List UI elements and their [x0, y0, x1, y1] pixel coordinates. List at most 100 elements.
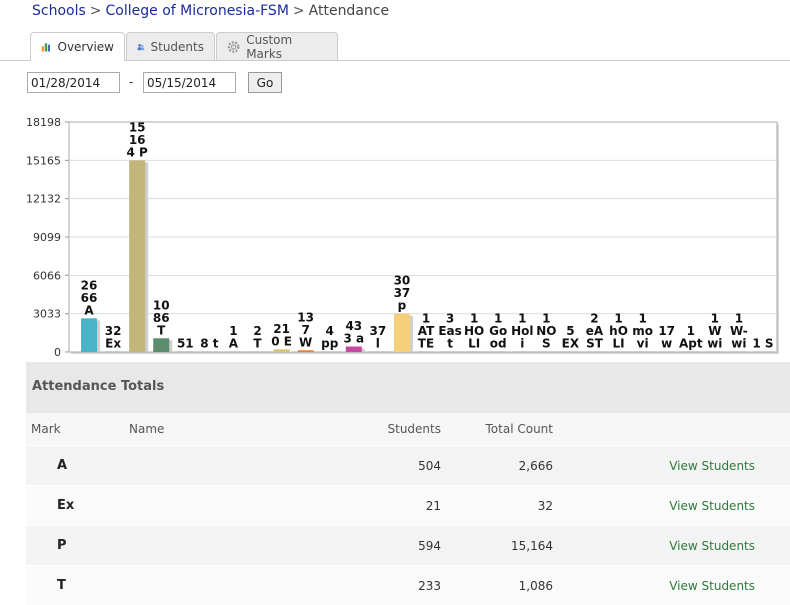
bar	[298, 350, 314, 352]
bar	[370, 351, 386, 352]
bar-data-label-line: 51	[177, 336, 194, 350]
bar	[707, 351, 723, 352]
bar-data-label-line: Apt	[679, 336, 703, 350]
bar-data-label-line: 1 S	[752, 336, 773, 350]
bar-data-label-line: ST	[586, 336, 604, 350]
bar	[538, 351, 554, 352]
students-cell: 233	[320, 566, 442, 605]
name-cell	[128, 526, 320, 566]
bar	[250, 351, 266, 352]
breadcrumb-schools-link[interactable]: Schools	[32, 3, 86, 19]
students-cell: 504	[320, 446, 442, 486]
column-header-total-count: Total Count	[442, 413, 554, 446]
table-row: A 504 2,666 View Students	[26, 446, 790, 486]
bar	[635, 351, 651, 352]
bar	[201, 351, 217, 352]
column-header-mark: Mark	[26, 413, 128, 446]
action-cell: View Students	[554, 486, 790, 526]
bar	[490, 351, 506, 352]
go-button[interactable]: Go	[248, 72, 282, 93]
breadcrumb: Schools>College of Micronesia-FSM>Attend…	[32, 3, 389, 19]
bar	[731, 351, 747, 352]
tab-custom-marks[interactable]: Custom Marks	[216, 32, 338, 60]
bar	[129, 160, 145, 352]
bar-data-label-line: od	[490, 336, 507, 350]
tab-overview[interactable]: Overview	[30, 32, 125, 61]
bar-data-label-line: l	[376, 336, 380, 350]
bar-data-label-line: Ex	[105, 336, 121, 350]
view-students-link[interactable]: View Students	[669, 579, 755, 593]
table-row: P 594 15,164 View Students	[26, 526, 790, 566]
bar-data-label-line: w	[661, 336, 672, 350]
bar-data-label-line: t	[447, 336, 453, 350]
students-cell: 594	[320, 526, 442, 566]
y-tick-label: 9099	[33, 231, 61, 244]
bar	[153, 338, 169, 352]
bar	[683, 351, 699, 352]
bar	[586, 351, 602, 352]
bar-data-label-line: pp	[321, 336, 339, 350]
bar	[81, 318, 97, 352]
bar-data-label-line: TE	[418, 336, 434, 350]
bar-data-label-line: 3 a	[343, 332, 364, 346]
action-cell: View Students	[554, 566, 790, 605]
breadcrumb-separator: >	[293, 3, 305, 19]
bar-data-label-line: wi	[731, 336, 746, 350]
attendance-totals-table: Mark Name Students Total Count A 504 2,6…	[26, 413, 790, 605]
bar-data-label-line: 0 E	[271, 334, 292, 348]
tab-students-label: Students	[151, 40, 205, 54]
bar	[346, 347, 362, 352]
bar-data-label-line: W	[299, 335, 312, 349]
table-row: T 233 1,086 View Students	[26, 566, 790, 605]
y-tick-label: 15165	[26, 154, 61, 167]
bar-data-label: 1 S	[752, 336, 773, 350]
name-cell	[128, 486, 320, 526]
date-range-dash: -	[129, 75, 133, 89]
bar-data-label-line: 4 P	[127, 145, 149, 159]
mark-cell: Ex	[26, 486, 128, 526]
y-tick-label: 0	[54, 346, 61, 359]
view-students-link[interactable]: View Students	[669, 539, 755, 553]
breadcrumb-separator: >	[90, 3, 102, 19]
bar	[442, 351, 458, 352]
action-cell: View Students	[554, 526, 790, 566]
start-date-input[interactable]	[27, 72, 120, 93]
bar	[225, 351, 241, 352]
tab-students[interactable]: Students	[126, 32, 215, 60]
table-header-row: Mark Name Students Total Count	[26, 413, 790, 446]
tab-overview-label: Overview	[58, 40, 115, 54]
name-cell	[128, 566, 320, 605]
mark-cell: T	[26, 566, 128, 605]
bar-data-label-line: p	[398, 299, 407, 313]
bar-data-label-line: EX	[562, 336, 580, 350]
breadcrumb-college-link[interactable]: College of Micronesia-FSM	[106, 3, 289, 19]
view-students-link[interactable]: View Students	[669, 499, 755, 513]
bar-data-label-line: LI	[468, 336, 480, 350]
bar-data-label-line: 8 t	[200, 336, 219, 350]
bar	[466, 351, 482, 352]
action-cell: View Students	[554, 446, 790, 486]
bar-data-label: 8 t	[200, 336, 219, 350]
bar-data-label-line: LI	[612, 336, 624, 350]
count-cell: 1,086	[442, 566, 554, 605]
view-students-link[interactable]: View Students	[669, 459, 755, 473]
bar-data-label-line: S	[542, 336, 551, 350]
students-cell: 21	[320, 486, 442, 526]
column-header-students: Students	[320, 413, 442, 446]
bar	[514, 351, 530, 352]
bar	[394, 314, 410, 352]
table-row: Ex 21 32 View Students	[26, 486, 790, 526]
end-date-input[interactable]	[143, 72, 236, 93]
column-header-name: Name	[128, 413, 320, 446]
column-header-actions	[554, 413, 790, 446]
bar	[562, 351, 578, 352]
y-tick-label: 3033	[33, 308, 61, 321]
tab-custom-marks-label: Custom Marks	[246, 33, 327, 61]
bar-chart-icon	[41, 40, 52, 54]
bar-data-label-line: wi	[707, 336, 722, 350]
